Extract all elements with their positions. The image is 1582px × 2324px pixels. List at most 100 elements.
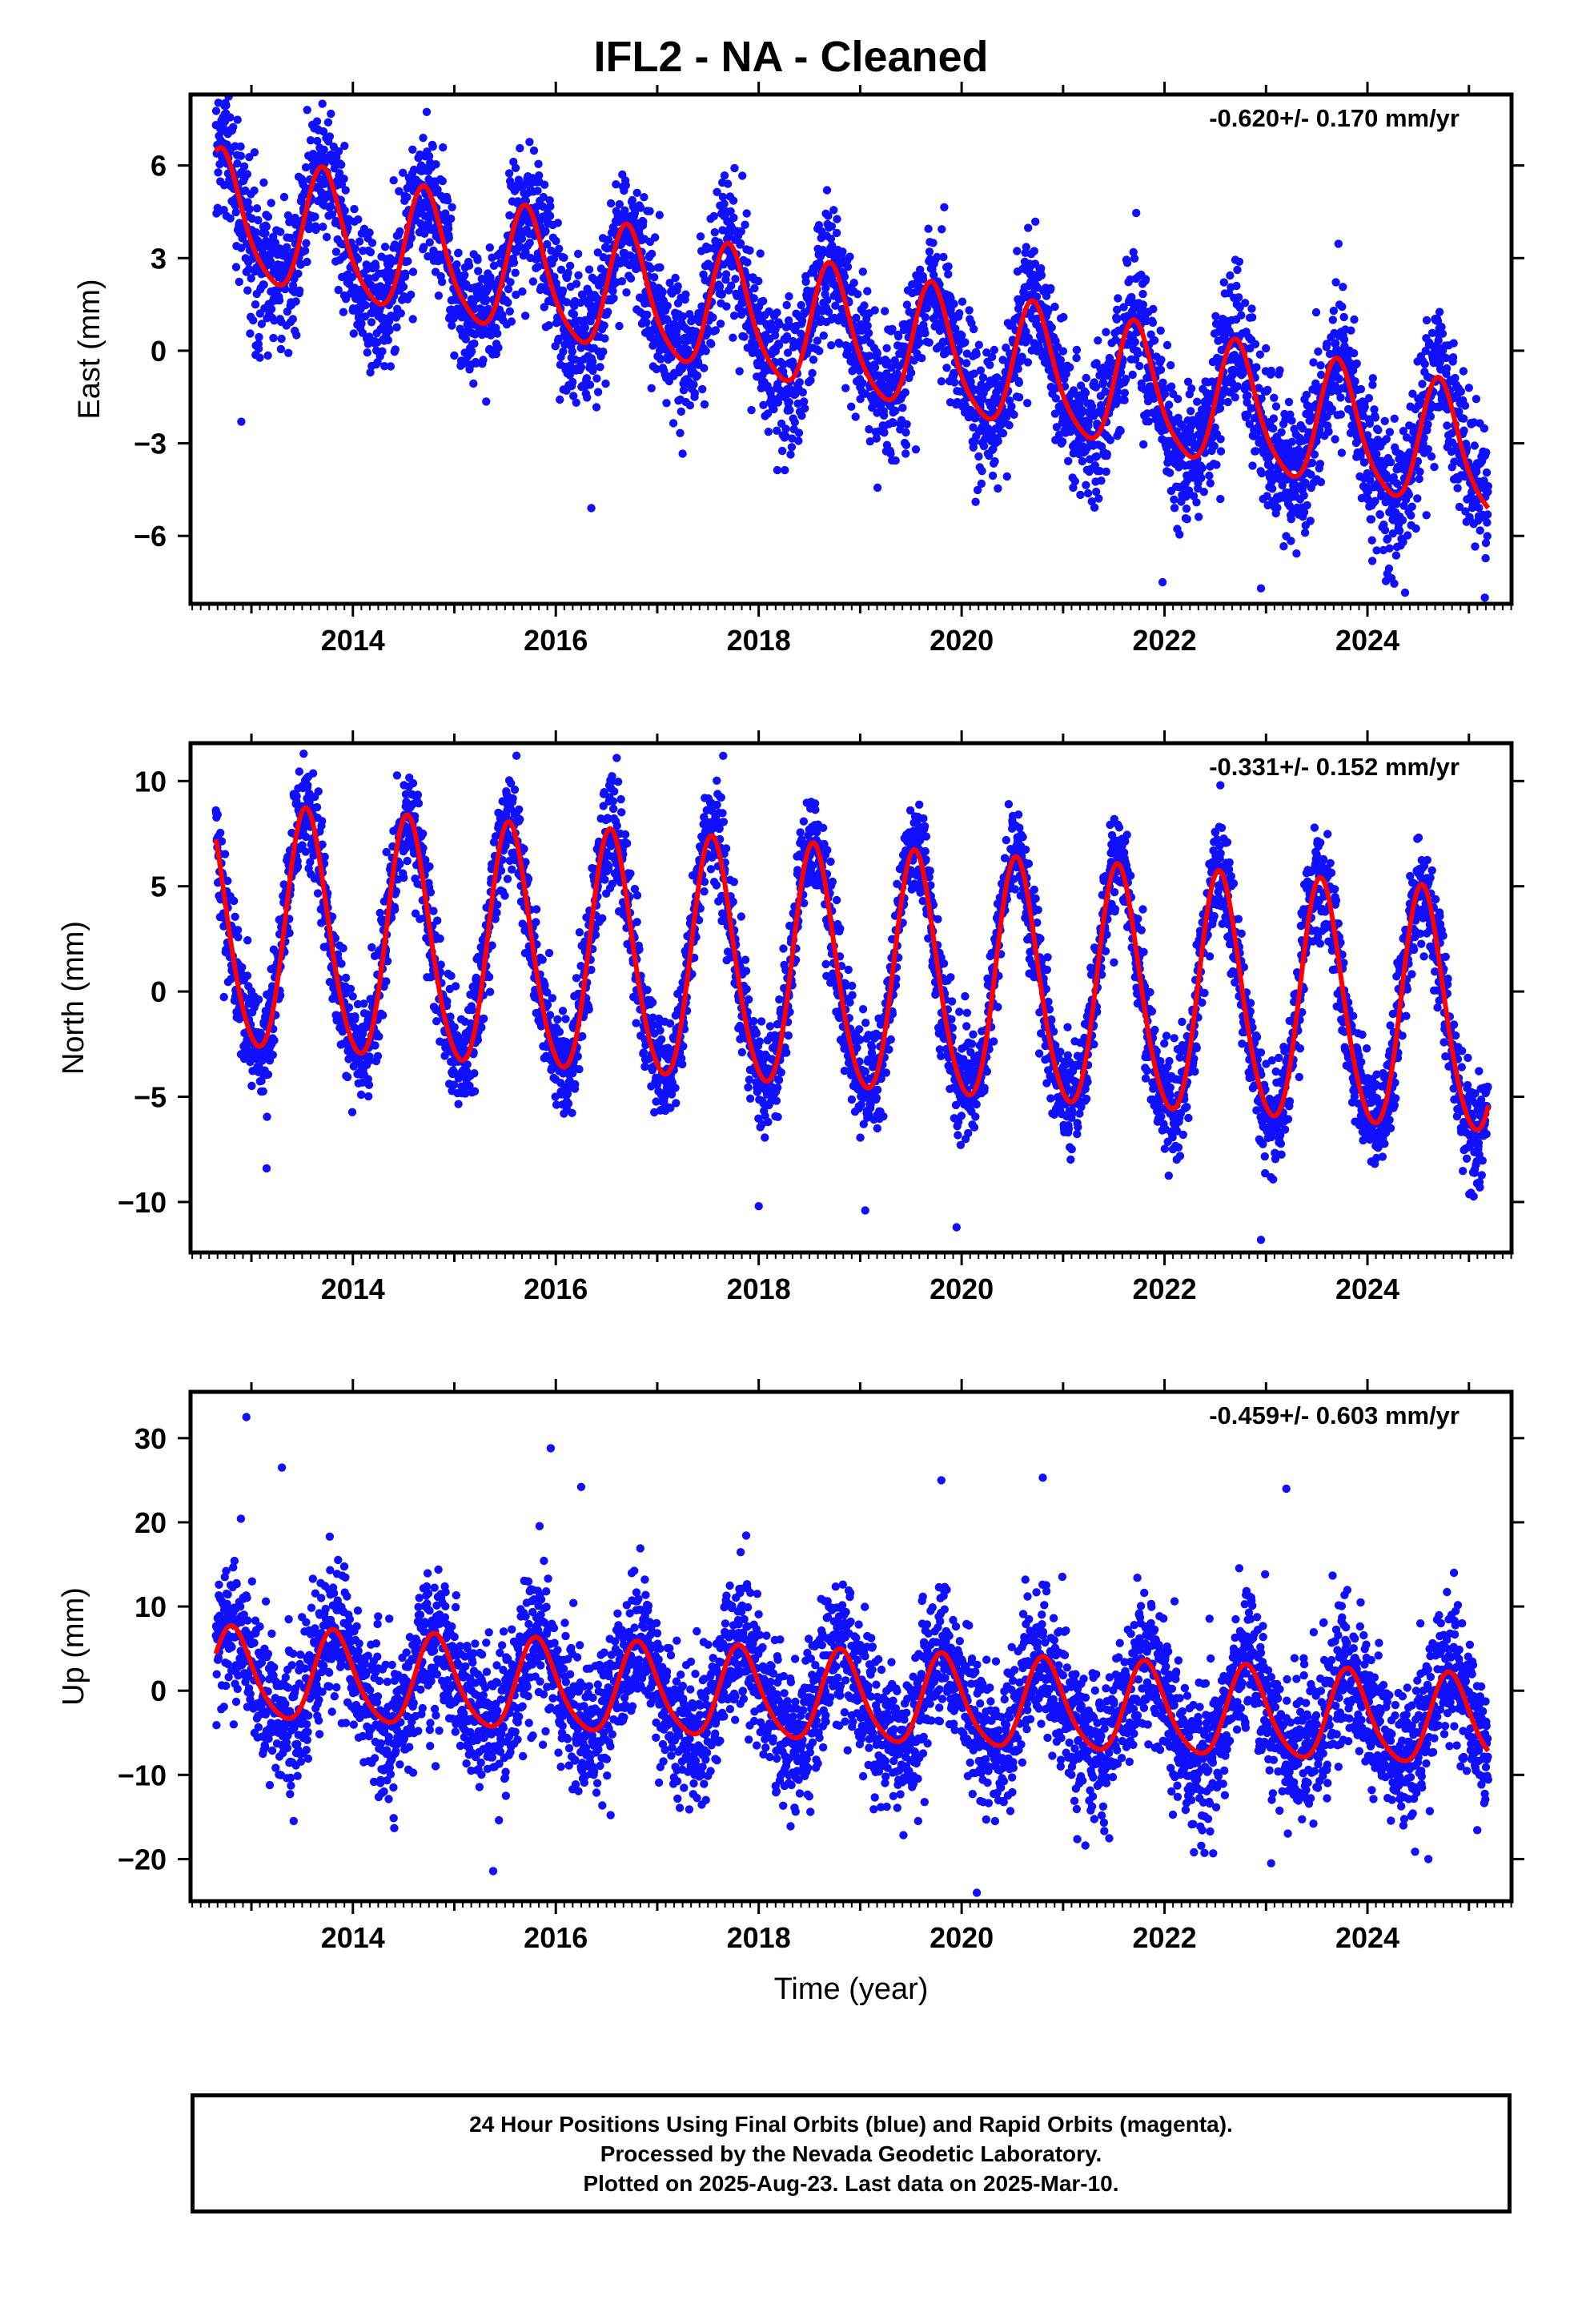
data-point [829,206,838,215]
data-point [669,419,678,428]
data-point [1374,425,1383,435]
data-point [1367,557,1377,565]
data-point [1386,457,1395,467]
outlier-point [1256,584,1266,593]
data-point [741,220,749,229]
data-point [487,331,496,340]
data-point [924,224,933,233]
data-point [743,258,752,267]
data-point [1273,503,1282,513]
data-point [355,237,364,246]
data-point [401,269,410,278]
data-point [1226,271,1235,280]
data-point [794,428,804,437]
data-point [739,307,748,316]
data-point [1271,402,1281,411]
data-point [1164,400,1174,409]
data-point [349,329,358,338]
data-point [350,204,359,214]
data-point [380,243,390,251]
data-point [599,348,608,356]
data-point [1141,275,1150,283]
data-point [366,368,375,377]
data-point [849,279,858,287]
data-point [753,309,763,319]
data-point [1460,414,1468,423]
data-point [326,202,335,211]
data-point [449,314,458,323]
data-point [525,239,534,247]
data-point [492,349,500,359]
data-point [295,286,304,295]
data-point [1150,336,1159,345]
data-point [432,160,440,169]
data-point [409,165,419,175]
data-point [1235,293,1243,302]
data-point [263,1112,271,1121]
data-point [539,192,548,202]
data-point [1371,413,1380,422]
data-point [1170,495,1178,504]
data-point [1022,243,1031,251]
data-point [357,320,366,328]
data-point [211,107,221,115]
data-point [592,374,601,383]
data-point [339,175,348,183]
data-point [425,238,434,247]
data-point [737,227,745,236]
data-point [1287,537,1295,545]
data-point [990,345,999,355]
data-point [1243,391,1252,400]
data-point [1082,480,1090,489]
data-point [1235,257,1244,266]
data-point [354,215,363,224]
data-point [489,261,499,270]
data-point [1277,428,1286,436]
data-point [647,249,656,259]
data-point [277,334,286,344]
data-point [1316,477,1326,487]
data-point [254,995,263,1004]
data-point [424,252,432,261]
data-point [783,348,793,357]
data-point [403,193,412,202]
data-point [231,207,240,217]
data-point [514,175,524,184]
data-point [593,248,602,257]
data-point [785,398,793,407]
data-point [1329,306,1339,316]
data-point [1094,494,1103,503]
data-point [782,332,792,341]
data-point [1400,588,1410,597]
data-point [1138,300,1148,309]
data-point [420,243,428,251]
data-point [781,424,790,433]
data-point [716,320,725,328]
data-point [1231,393,1239,402]
data-point [1407,502,1416,511]
data-point [259,1087,267,1096]
data-point [1082,373,1090,383]
data-point [1403,531,1412,540]
data-point [1460,426,1468,435]
data-point [511,163,520,172]
data-point [535,171,544,180]
data-point [288,315,297,324]
data-point [366,247,375,257]
data-point [678,449,687,458]
data-point [676,428,685,437]
data-point [262,222,271,231]
data-point [1269,414,1279,423]
data-point [1156,365,1166,374]
data-point [745,246,754,255]
data-point [1390,414,1399,423]
data-point [1356,384,1366,394]
data-point [1350,315,1359,324]
y-tick-label: −3 [134,428,167,460]
data-point [506,278,515,287]
data-point [1241,299,1250,308]
data-point [1037,271,1046,279]
data-point [902,420,911,428]
data-point [1216,435,1225,444]
data-point [1435,308,1444,316]
